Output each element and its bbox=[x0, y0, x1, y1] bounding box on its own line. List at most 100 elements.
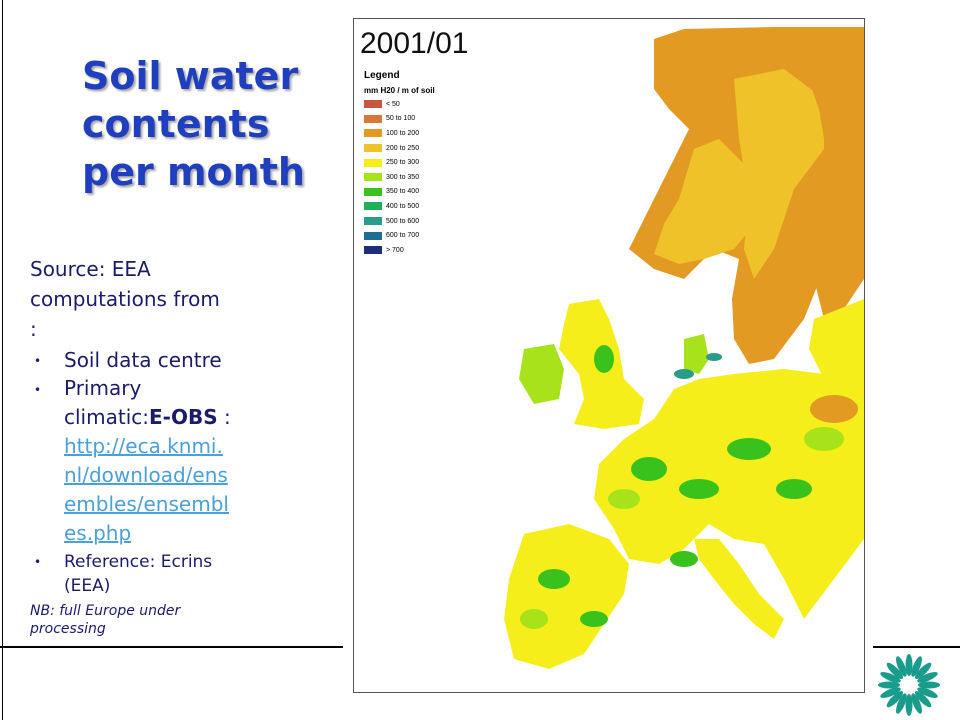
green-patch bbox=[538, 569, 570, 589]
legend-rows: < 50 50 to 100 100 to 200 200 to 250 250 to … bbox=[364, 97, 435, 258]
bullet-reference: • Reference: Ecrins (EEA) bbox=[30, 550, 330, 598]
link-line[interactable]: nl/download/ens bbox=[64, 463, 228, 487]
title-line: Soil water bbox=[82, 54, 299, 98]
legend-swatch bbox=[364, 114, 382, 123]
source-notes: Source: EEA computations from : • Soil d… bbox=[30, 254, 330, 638]
baltic-states bbox=[809, 299, 864, 379]
legend-label: 250 to 300 bbox=[386, 159, 420, 167]
eobs-label: E-OBS bbox=[148, 405, 218, 429]
legend-item: 400 to 500 bbox=[364, 199, 435, 214]
green-patch bbox=[679, 479, 719, 499]
logo-petal bbox=[886, 662, 904, 680]
green-patch bbox=[776, 479, 812, 499]
source-line: : bbox=[30, 317, 37, 341]
logo-petal bbox=[911, 656, 922, 677]
legend-label: 400 to 500 bbox=[386, 202, 420, 210]
italy bbox=[694, 539, 784, 639]
legend-swatch bbox=[364, 231, 382, 240]
finland-region bbox=[794, 34, 864, 319]
map-legend: Legend mm H20 / m of soil < 50 50 to 100 1… bbox=[364, 69, 435, 258]
slide-title: Soil water contents per month bbox=[82, 52, 332, 196]
light-green-patch bbox=[804, 427, 844, 451]
logo-center bbox=[900, 676, 918, 694]
link-line[interactable]: es.php bbox=[64, 521, 132, 545]
logo-petal bbox=[896, 693, 907, 714]
logo-petal bbox=[905, 654, 913, 676]
link-line[interactable]: embles/ensembl bbox=[64, 492, 229, 516]
footer-rule-right bbox=[873, 646, 960, 648]
green-patch bbox=[631, 457, 667, 481]
processing-note: NB: full Europe under processing bbox=[30, 602, 330, 638]
bullet-text: climatic: bbox=[64, 405, 149, 429]
title-line: contents bbox=[82, 102, 270, 146]
legend-item: 50 to 100 bbox=[364, 112, 435, 127]
map-date: 2001/01 bbox=[360, 27, 469, 60]
europe-map bbox=[504, 27, 864, 669]
logo-petal bbox=[880, 672, 901, 683]
bullet-text: Primary bbox=[64, 376, 142, 400]
legend-label: < 50 bbox=[386, 100, 400, 108]
bullet-text: : bbox=[217, 405, 231, 429]
legend-item: 250 to 300 bbox=[364, 155, 435, 170]
logo-petals bbox=[878, 654, 940, 716]
link-line[interactable]: http://eca.knmi. bbox=[64, 434, 223, 458]
ireland bbox=[519, 344, 564, 404]
north-patch bbox=[810, 395, 858, 423]
legend-swatch bbox=[364, 173, 382, 182]
logo-petal bbox=[914, 662, 932, 680]
legend-item: > 700 bbox=[364, 243, 435, 258]
legend-swatch bbox=[364, 100, 382, 109]
legend-item: < 50 bbox=[364, 97, 435, 112]
green-patch bbox=[594, 345, 614, 373]
logo-petal bbox=[911, 693, 922, 714]
bullet-text: Soil data centre bbox=[64, 348, 222, 372]
legend-label: 300 to 350 bbox=[386, 173, 420, 181]
footer-rule-left bbox=[0, 646, 343, 648]
eobs-link[interactable]: http://eca.knmi. nl/download/ens embles/… bbox=[64, 432, 330, 548]
legend-title: Legend bbox=[364, 70, 400, 81]
legend-item: 500 to 600 bbox=[364, 214, 435, 229]
eea-logo-icon bbox=[878, 654, 940, 716]
iberia bbox=[504, 524, 629, 669]
legend-item: 100 to 200 bbox=[364, 126, 435, 141]
logo-petal bbox=[886, 690, 904, 708]
legend-swatch bbox=[364, 187, 382, 196]
legend-item: 350 to 400 bbox=[364, 185, 435, 200]
legend-unit: mm H20 / m of soil bbox=[364, 86, 435, 95]
sweden-region bbox=[734, 69, 824, 279]
logo-petal bbox=[914, 690, 932, 708]
logo-petal bbox=[896, 656, 907, 677]
bullet-icon: • bbox=[34, 383, 42, 397]
bullet-text: Reference: Ecrins bbox=[64, 552, 213, 572]
legend-swatch bbox=[364, 144, 382, 153]
legend-label: 600 to 700 bbox=[386, 232, 420, 240]
source-line: Source: EEA bbox=[30, 257, 151, 281]
logo-petal bbox=[917, 687, 938, 698]
legend-label: > 700 bbox=[386, 246, 404, 254]
teal-patch bbox=[674, 369, 694, 379]
central-europe bbox=[594, 369, 864, 619]
bullet-soil-data: • Soil data centre bbox=[30, 346, 330, 374]
green-patch bbox=[727, 438, 771, 460]
legend-swatch bbox=[364, 202, 382, 211]
legend-label: 500 to 600 bbox=[386, 217, 420, 225]
logo-petal bbox=[878, 681, 900, 689]
source-line: computations from bbox=[30, 287, 220, 311]
legend-swatch bbox=[364, 129, 382, 138]
logo-petal bbox=[880, 687, 901, 698]
legend-item: 300 to 350 bbox=[364, 170, 435, 185]
legend-item: 600 to 700 bbox=[364, 228, 435, 243]
bullet-text: (EEA) bbox=[64, 576, 111, 596]
note-line: processing bbox=[30, 621, 106, 637]
green-patch bbox=[670, 551, 698, 567]
legend-label: 350 to 400 bbox=[386, 188, 420, 196]
light-green-patch bbox=[608, 489, 640, 509]
source-text: Source: EEA computations from : bbox=[30, 254, 330, 344]
norway-region bbox=[654, 139, 759, 264]
bullet-climatic-line: climatic:E-OBS : bbox=[64, 403, 330, 432]
bullet-icon: • bbox=[34, 354, 42, 368]
legend-item: 200 to 250 bbox=[364, 141, 435, 156]
legend-swatch bbox=[364, 158, 382, 167]
logo-petal bbox=[917, 672, 938, 683]
teal-patch bbox=[706, 353, 722, 361]
